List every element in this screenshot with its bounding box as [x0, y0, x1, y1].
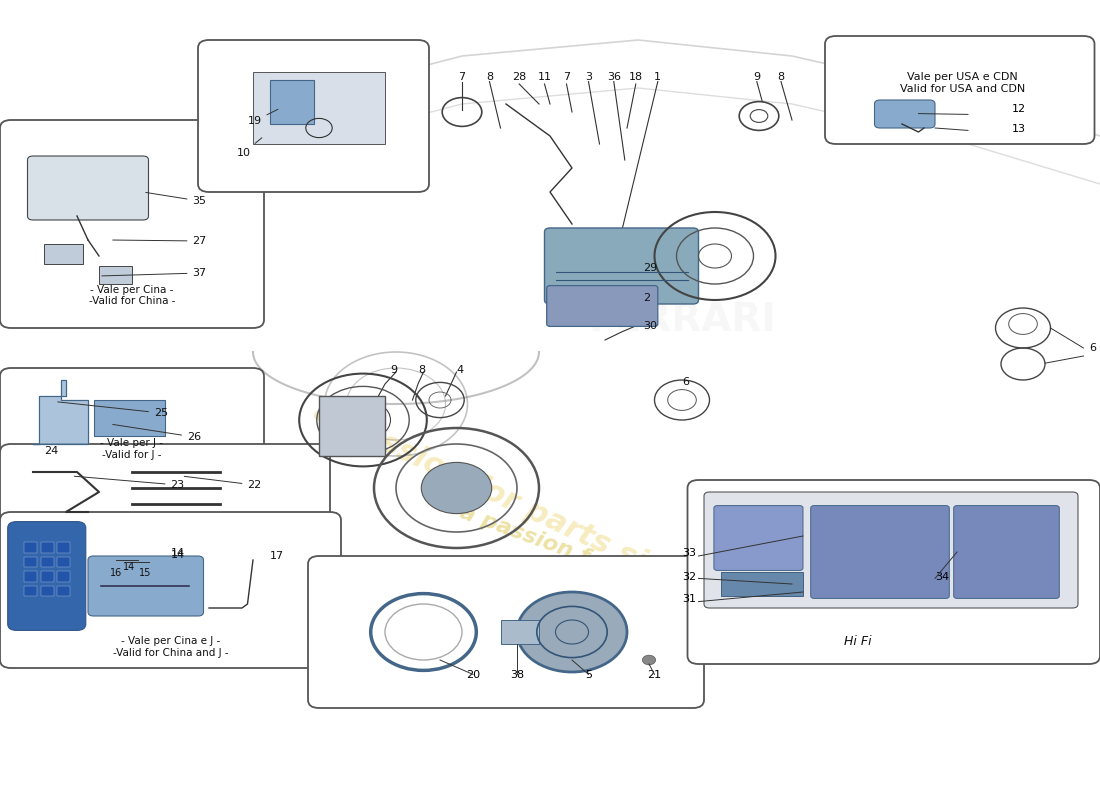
Bar: [57, 557, 70, 567]
FancyBboxPatch shape: [547, 286, 658, 326]
Text: 8: 8: [778, 72, 784, 82]
Text: - Vale per J -
-Valid for J -: - Vale per J - -Valid for J -: [100, 438, 164, 460]
Text: 25: 25: [58, 402, 168, 418]
Bar: [41, 557, 54, 567]
FancyBboxPatch shape: [544, 228, 698, 304]
Text: - Vale per Cina e J -
-Valid for China and J -: - Vale per Cina e J - -Valid for China a…: [112, 636, 229, 658]
FancyBboxPatch shape: [0, 512, 341, 668]
Text: FERRARI: FERRARI: [588, 301, 775, 339]
FancyBboxPatch shape: [198, 40, 429, 192]
Text: 11: 11: [538, 72, 551, 82]
Bar: [270, 80, 314, 124]
Text: 1: 1: [654, 72, 661, 82]
Text: 27: 27: [113, 236, 207, 246]
FancyBboxPatch shape: [688, 480, 1100, 664]
Bar: [57, 571, 70, 582]
FancyBboxPatch shape: [714, 506, 803, 570]
Text: 20: 20: [466, 670, 480, 680]
Text: 6: 6: [1089, 343, 1096, 353]
Bar: [41, 571, 54, 582]
Text: 10: 10: [236, 138, 262, 158]
Text: 37: 37: [102, 268, 207, 278]
Text: 9: 9: [754, 72, 760, 82]
Text: 16: 16: [110, 568, 122, 578]
Text: 15: 15: [139, 568, 151, 578]
Text: 3: 3: [585, 72, 592, 82]
Text: 33: 33: [682, 548, 696, 558]
Text: a passion for parts since 1985: a passion for parts since 1985: [308, 397, 792, 643]
Text: 13: 13: [1012, 124, 1026, 134]
FancyBboxPatch shape: [0, 368, 264, 472]
Bar: [57, 542, 70, 553]
Text: 8: 8: [418, 365, 425, 374]
Text: 36: 36: [607, 72, 620, 82]
Bar: [319, 396, 385, 456]
FancyBboxPatch shape: [874, 100, 935, 128]
Circle shape: [517, 592, 627, 672]
Text: 14: 14: [170, 550, 185, 560]
FancyBboxPatch shape: [704, 492, 1078, 608]
Text: 5: 5: [585, 670, 592, 680]
Text: 26: 26: [112, 425, 201, 442]
FancyBboxPatch shape: [8, 522, 86, 630]
Text: 21: 21: [648, 670, 661, 680]
Text: Vale per USA e CDN
Valid for USA and CDN: Vale per USA e CDN Valid for USA and CDN: [900, 72, 1025, 94]
Bar: [500, 620, 539, 644]
FancyBboxPatch shape: [308, 556, 704, 708]
FancyBboxPatch shape: [825, 36, 1094, 144]
Text: 35: 35: [145, 193, 207, 206]
FancyBboxPatch shape: [954, 506, 1059, 598]
Text: a passion for parts since 1985: a passion for parts since 1985: [456, 502, 820, 650]
Bar: [720, 572, 803, 596]
Bar: [57, 586, 70, 596]
Circle shape: [642, 655, 656, 665]
Text: 7: 7: [563, 72, 570, 82]
Text: 9: 9: [390, 365, 397, 374]
Text: 6: 6: [682, 377, 689, 386]
FancyBboxPatch shape: [0, 444, 330, 524]
FancyBboxPatch shape: [0, 120, 264, 328]
Text: 2: 2: [644, 293, 650, 302]
Text: 14: 14: [170, 548, 185, 558]
Text: 8: 8: [486, 72, 493, 82]
Text: 28: 28: [513, 72, 526, 82]
Bar: [24, 557, 37, 567]
Bar: [24, 542, 37, 553]
Bar: [94, 400, 165, 436]
Text: 38: 38: [510, 670, 524, 680]
Text: Hi Fi: Hi Fi: [844, 635, 872, 648]
Text: 23: 23: [75, 476, 185, 490]
Bar: [253, 72, 385, 144]
Text: 14: 14: [123, 562, 135, 571]
Text: 31: 31: [682, 594, 696, 603]
Bar: [99, 266, 132, 284]
Text: 30: 30: [644, 322, 658, 331]
Bar: [41, 542, 54, 553]
Text: 32: 32: [682, 572, 696, 582]
Text: 4: 4: [456, 365, 463, 374]
FancyBboxPatch shape: [88, 556, 204, 616]
Circle shape: [421, 462, 492, 514]
FancyBboxPatch shape: [28, 156, 148, 220]
Bar: [24, 571, 37, 582]
Text: 18: 18: [629, 72, 642, 82]
Text: 24: 24: [44, 446, 58, 456]
Polygon shape: [33, 380, 88, 444]
Text: 19: 19: [248, 110, 278, 126]
Text: 12: 12: [1012, 104, 1026, 114]
Bar: [44, 244, 82, 264]
Text: 7: 7: [459, 72, 465, 82]
Bar: [24, 586, 37, 596]
FancyBboxPatch shape: [811, 506, 949, 598]
Text: 22: 22: [185, 476, 262, 490]
Text: 17: 17: [270, 551, 284, 561]
Text: 34: 34: [935, 572, 949, 582]
Text: - Vale per Cina -
-Valid for China -: - Vale per Cina - -Valid for China -: [89, 285, 175, 306]
Bar: [41, 586, 54, 596]
Text: 29: 29: [644, 263, 658, 273]
